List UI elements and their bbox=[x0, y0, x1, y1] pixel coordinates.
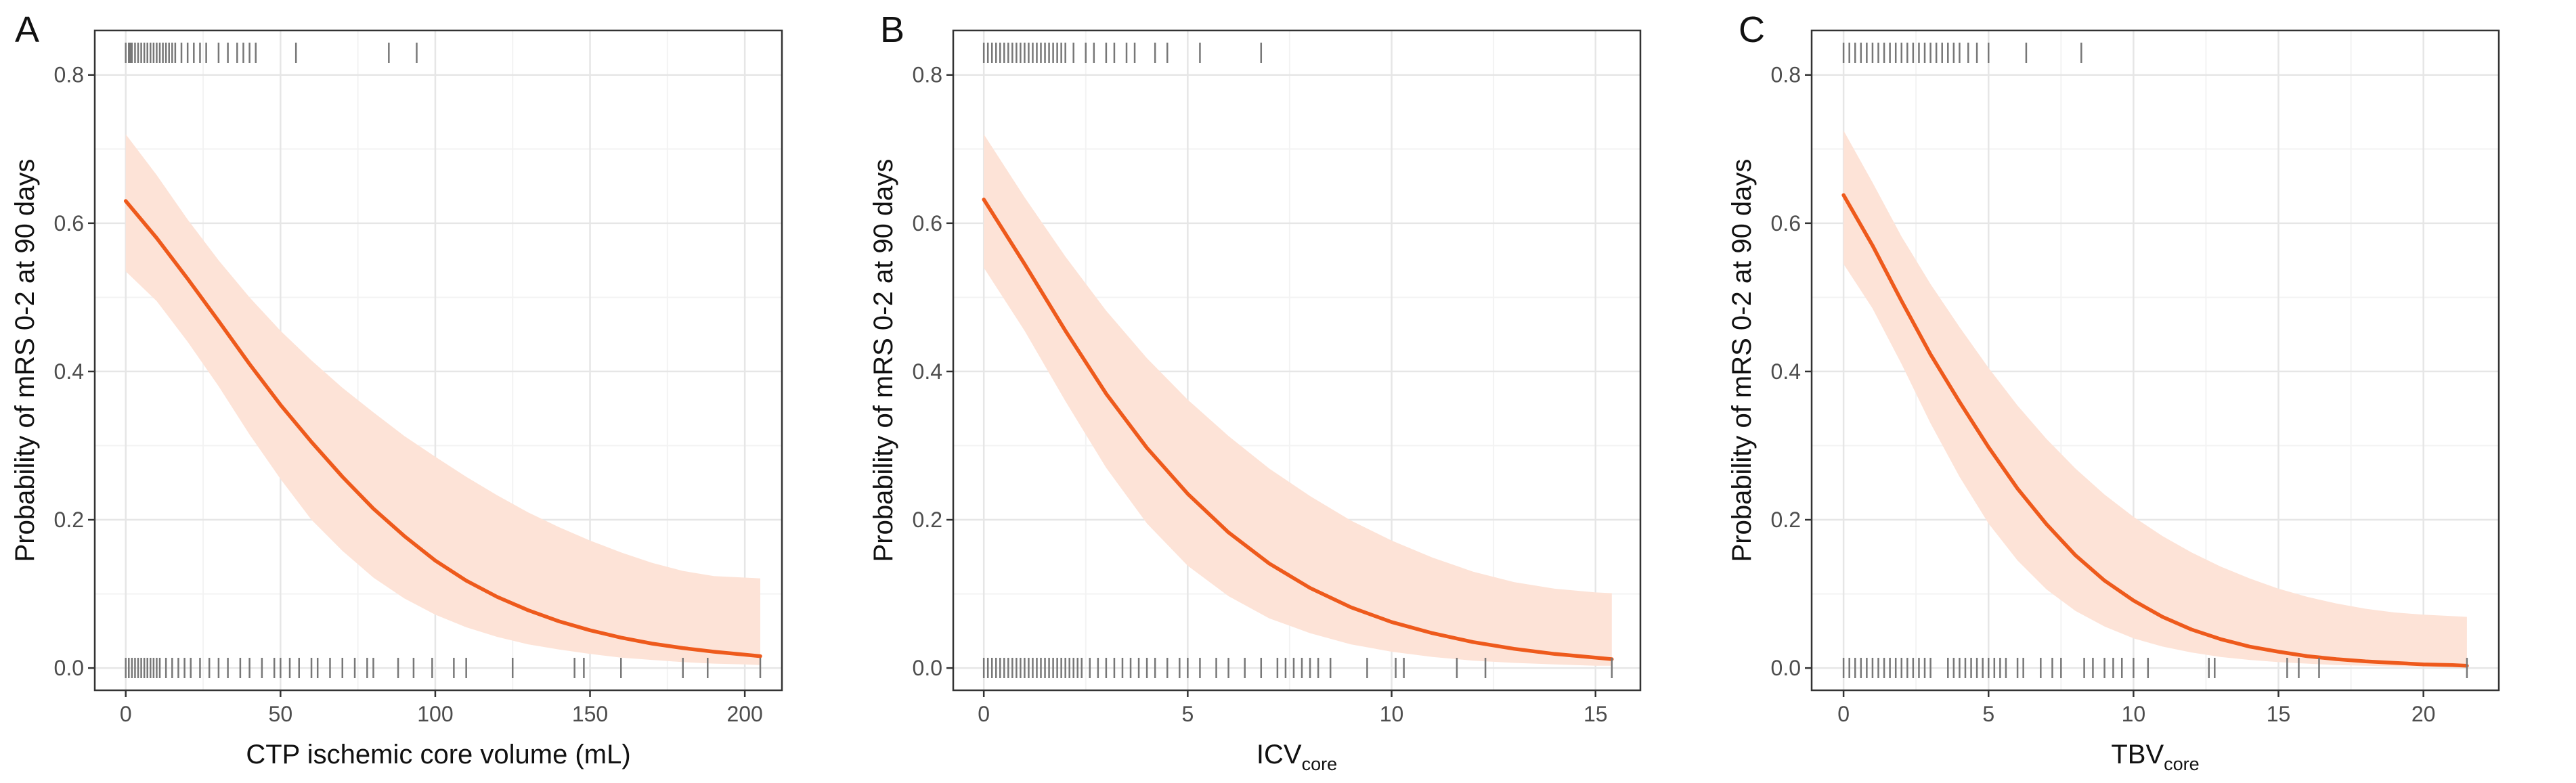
y-tick-label: 0.2 bbox=[913, 508, 942, 532]
fitted-curve bbox=[123, 199, 762, 658]
chart-panel-a: 0 50 100 150 200 0.0 0.2 0.4 0.6 0.8 CTP ischemic … bbox=[10, 9, 783, 769]
panel-label: A bbox=[15, 9, 39, 50]
y-tick-label: 0.0 bbox=[54, 656, 84, 680]
x-axis-title-main: ICV bbox=[1257, 740, 1302, 769]
x-axis-title: TBVcore bbox=[2111, 740, 2199, 774]
x-tick-label: 50 bbox=[269, 702, 293, 726]
x-tick-label: 150 bbox=[572, 702, 608, 726]
y-tick-label: 0.0 bbox=[1771, 656, 1801, 680]
panel-label: B bbox=[880, 9, 904, 50]
x-tick-label: 10 bbox=[2122, 702, 2146, 726]
x-tick-label: 0 bbox=[120, 702, 132, 726]
plot-frame bbox=[1810, 29, 2500, 692]
y-tick-label: 0.2 bbox=[1771, 508, 1801, 532]
x-axis-title-main: CTP ischemic core volume (mL) bbox=[246, 740, 630, 769]
panel-a: 0 50 100 150 200 0.0 0.2 0.4 0.6 0.8 CTP ischemic … bbox=[0, 0, 858, 783]
x-tick-label: 200 bbox=[726, 702, 762, 726]
x-tick-label: 20 bbox=[2411, 702, 2436, 726]
y-tick-label: 0.8 bbox=[54, 63, 84, 87]
x-tick-label: 0 bbox=[1837, 702, 1850, 726]
x-axis-title: ICVcore bbox=[1257, 740, 1337, 774]
panel-label: C bbox=[1739, 9, 1765, 50]
x-axis-title-subscript: core bbox=[1302, 754, 1338, 774]
fitted-curve bbox=[1841, 193, 2469, 668]
x-tick-label: 5 bbox=[1181, 702, 1194, 726]
x-tick-label: 100 bbox=[417, 702, 453, 726]
x-tick-label: 15 bbox=[1584, 702, 1608, 726]
panel-b: 0 5 10 15 0.0 0.2 0.4 0.6 0.8 ICVcore Probability … bbox=[858, 0, 1717, 783]
x-axis-title-main: TBV bbox=[2111, 740, 2164, 769]
y-tick-label: 0.6 bbox=[1771, 211, 1801, 236]
y-tick-label: 0.4 bbox=[1771, 359, 1801, 384]
confidence-band bbox=[125, 134, 760, 665]
y-tick-label: 0.2 bbox=[54, 508, 84, 532]
y-tick-label: 0.8 bbox=[913, 63, 942, 87]
y-tick-label: 0.4 bbox=[54, 359, 84, 384]
y-tick-label: 0.8 bbox=[1771, 63, 1801, 87]
y-axis-title: Probability of mRS 0-2 at 90 days bbox=[10, 159, 40, 562]
y-tick-label: 0.6 bbox=[913, 211, 942, 236]
confidence-band bbox=[1843, 130, 2467, 667]
y-tick-label: 0.4 bbox=[913, 359, 942, 384]
x-tick-label: 10 bbox=[1380, 702, 1404, 726]
x-axis-title-subscript: core bbox=[2164, 754, 2200, 774]
fitted-curve bbox=[982, 198, 1614, 661]
y-tick-label: 0.6 bbox=[54, 211, 84, 236]
panel-c: 0 5 10 15 20 0.0 0.2 0.4 0.6 0.8 TBVcore Probabilit… bbox=[1717, 0, 2575, 783]
x-axis-title: CTP ischemic core volume (mL) bbox=[246, 740, 630, 769]
chart-panel-c: 0 5 10 15 20 0.0 0.2 0.4 0.6 0.8 TBVcore Probabilit… bbox=[1727, 9, 2500, 774]
y-tick-label: 0.0 bbox=[913, 656, 942, 680]
y-axis-title: Probability of mRS 0-2 at 90 days bbox=[1727, 159, 1757, 562]
chart-panel-b: 0 5 10 15 0.0 0.2 0.4 0.6 0.8 ICVcore Probability … bbox=[869, 9, 1642, 774]
x-tick-label: 15 bbox=[2267, 702, 2291, 726]
plot-frame bbox=[93, 29, 783, 692]
x-tick-label: 0 bbox=[978, 702, 990, 726]
y-axis-title: Probability of mRS 0-2 at 90 days bbox=[869, 159, 898, 562]
plot-frame bbox=[952, 29, 1642, 692]
x-tick-label: 5 bbox=[1982, 702, 1994, 726]
